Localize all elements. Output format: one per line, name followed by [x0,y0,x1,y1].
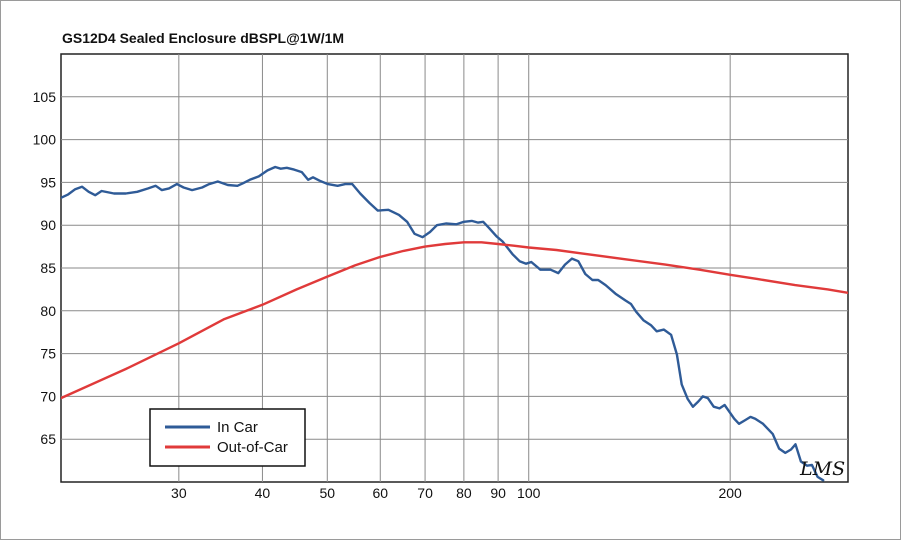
y-tick-label: 65 [40,431,56,447]
x-tick-label: 80 [456,485,472,501]
series-layer [61,165,848,482]
x-tick-label: 100 [517,485,541,501]
y-tick-label: 100 [33,132,57,148]
x-tick-label: 70 [417,485,433,501]
series-line-in-car [61,165,825,482]
x-tick-label: 40 [255,485,271,501]
y-tick-label: 95 [40,174,56,190]
grid-layer [61,54,848,482]
legend-label-out-of-car: Out-of-Car [217,439,288,456]
legend-box [149,408,306,467]
y-tick-label: 80 [40,303,56,319]
legend: In Car Out-of-Car [149,408,306,467]
x-tick-label: 50 [319,485,335,501]
x-tick-label: 200 [718,485,742,501]
legend-label-in-car: In Car [217,419,258,436]
y-tick-label: 75 [40,346,56,362]
chart-title: GS12D4 Sealed Enclosure dBSPL@1W/1M [62,30,344,46]
x-tick-label: 60 [372,485,388,501]
y-tick-label: 105 [33,89,57,105]
lms-watermark: LMS [799,458,845,480]
x-tick-label: 30 [171,485,187,501]
x-tick-label: 90 [490,485,506,501]
series-line-out-of-car [61,241,848,400]
y-tick-label: 90 [40,217,56,233]
tick-labels: 30 40 50 60 70 80 90 100 200 65 70 75 80 85 90 95 100 105 [33,89,742,501]
y-tick-label: 85 [40,260,56,276]
y-tick-label: 70 [40,388,56,404]
